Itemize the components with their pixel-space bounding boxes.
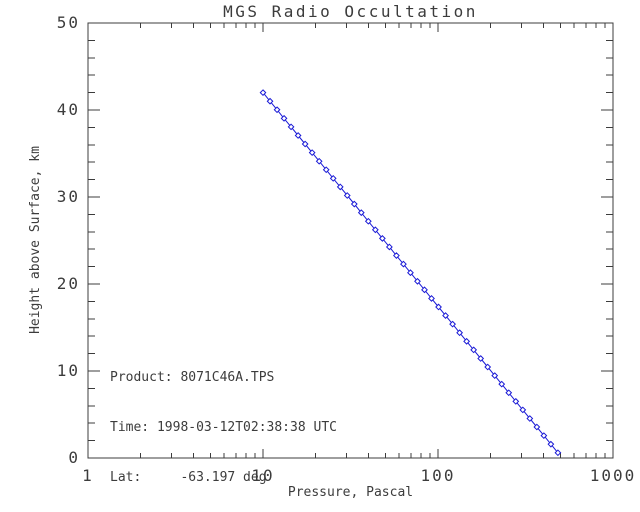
profile-markers bbox=[259, 89, 562, 457]
annotation-lat: Lat: -63.197 deg bbox=[110, 469, 267, 485]
x-tick-label-10: 10 bbox=[251, 466, 275, 485]
x-tick-label-100: 100 bbox=[420, 466, 456, 485]
y-axis-label: Height above Surface, km bbox=[28, 146, 43, 334]
annotation-time: Time: 1998-03-12T02:38:38 UTC bbox=[110, 419, 337, 435]
y-tick-label-50: 50 bbox=[56, 13, 80, 32]
chart-title: MGS Radio Occultation bbox=[223, 2, 478, 21]
annotation-block: Product: 8071C46A.TPS Time: 1998-03-12T0… bbox=[110, 337, 337, 512]
x-tick-label-1: 1 bbox=[82, 466, 94, 485]
plot-frame bbox=[87, 22, 614, 459]
y-tick-label-20: 20 bbox=[56, 274, 80, 293]
y-tick-label-0: 0 bbox=[68, 448, 80, 467]
y-tick-label-40: 40 bbox=[56, 100, 80, 119]
x-axis-label: Pressure, Pascal bbox=[287, 485, 414, 500]
annotation-product: Product: 8071C46A.TPS bbox=[110, 370, 275, 386]
x-tick-label-1000: 1000 bbox=[589, 466, 637, 485]
y-tick-label-30: 30 bbox=[56, 187, 80, 206]
y-tick-label-10: 10 bbox=[56, 361, 80, 380]
axis-ticks bbox=[87, 22, 614, 459]
